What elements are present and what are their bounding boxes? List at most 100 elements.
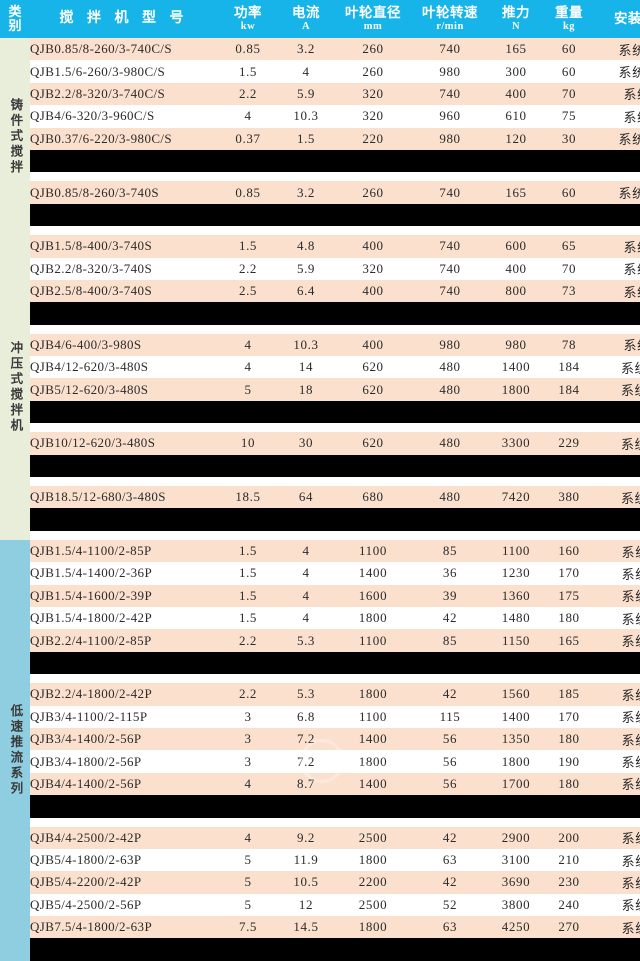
cell-weight: 60 bbox=[544, 60, 594, 83]
cell-system: 系统Ⅳ bbox=[594, 826, 640, 849]
redacted-cell-system bbox=[594, 302, 640, 325]
cell-thrust: 165 bbox=[488, 181, 544, 204]
redacted-cell-weight bbox=[544, 302, 594, 325]
table-body: 铸件式搅拌 QJB0.85/8-260/3-740C/S 0.85 3.2 260 740… bbox=[0, 38, 640, 961]
cell-thrust: 980 bbox=[488, 333, 544, 357]
cell-power: 2.2 bbox=[218, 257, 278, 280]
cell-current: 10.3 bbox=[278, 105, 334, 128]
header-col-thrust-unit: N bbox=[511, 21, 521, 33]
cell-power: 1.5 bbox=[218, 562, 278, 585]
cell-power: 1.5 bbox=[218, 539, 278, 563]
cell-weight: 65 bbox=[544, 235, 594, 258]
redacted-row bbox=[0, 795, 640, 818]
header-col-diameter: 叶轮直径 mm bbox=[334, 0, 412, 38]
cell-thrust: 1400 bbox=[488, 356, 544, 379]
cell-current: 7.2 bbox=[278, 727, 334, 751]
cell-current: 14.5 bbox=[278, 916, 334, 939]
cell-current: 6.8 bbox=[278, 705, 334, 728]
header-col-system: 安装系统 bbox=[594, 0, 640, 38]
cell-speed: 740 bbox=[412, 38, 488, 61]
table-spacer-cell bbox=[30, 674, 640, 684]
cell-speed: 960 bbox=[412, 105, 488, 128]
cell-power: 1.5 bbox=[218, 606, 278, 630]
category-label-2: 冲压式搅拌机 bbox=[0, 235, 30, 540]
redacted-cell-power bbox=[218, 508, 278, 531]
cell-diameter: 260 bbox=[334, 60, 412, 83]
cell-speed: 740 bbox=[412, 181, 488, 204]
cell-current: 5.9 bbox=[278, 257, 334, 280]
cell-system: 系统Ⅳ bbox=[594, 683, 640, 706]
cell-system: 系统II bbox=[594, 333, 640, 357]
redacted-cell-weight bbox=[544, 203, 594, 227]
cell-system: 系统II bbox=[594, 279, 640, 303]
redacted-cell-current bbox=[278, 795, 334, 818]
table-spacer-cell bbox=[30, 423, 640, 433]
redacted-cell-system bbox=[594, 508, 640, 531]
cell-current: 9.2 bbox=[278, 826, 334, 849]
cell-system: 系统III bbox=[594, 432, 640, 455]
cell-weight: 160 bbox=[544, 539, 594, 563]
redacted-cell-weight bbox=[544, 454, 594, 478]
cell-diameter: 1800 bbox=[334, 683, 412, 706]
cell-system: 系统Ⅰ/II bbox=[594, 60, 640, 83]
redacted-cell-speed bbox=[412, 400, 488, 424]
cell-current: 3.2 bbox=[278, 38, 334, 61]
cell-diameter: 1600 bbox=[334, 584, 412, 607]
cell-diameter: 2200 bbox=[334, 871, 412, 894]
cell-model: QJB2.2/4-1800/2-42P bbox=[30, 683, 218, 706]
cell-system: 系统Ⅰ/II bbox=[594, 127, 640, 150]
cell-system: 系统II bbox=[594, 105, 640, 128]
cell-current: 5.3 bbox=[278, 683, 334, 706]
cell-speed: 63 bbox=[412, 916, 488, 939]
redacted-cell-speed bbox=[412, 938, 488, 961]
cell-speed: 480 bbox=[412, 356, 488, 379]
cell-system: 系统Ⅳ bbox=[594, 848, 640, 872]
cell-current: 4 bbox=[278, 584, 334, 607]
cell-speed: 480 bbox=[412, 378, 488, 401]
redacted-cell-speed bbox=[412, 149, 488, 173]
cell-power: 3 bbox=[218, 750, 278, 773]
table-spacer-cell bbox=[30, 226, 640, 236]
cell-speed: 740 bbox=[412, 257, 488, 280]
cell-system: 系统Ⅳ bbox=[594, 629, 640, 652]
cell-power: 7.5 bbox=[218, 916, 278, 939]
cell-thrust: 1350 bbox=[488, 727, 544, 751]
cell-speed: 63 bbox=[412, 848, 488, 872]
cell-weight: 200 bbox=[544, 826, 594, 849]
redacted-cell-weight bbox=[544, 508, 594, 531]
table-row: QJB5/12-620/3-480S5186204801800184系统III bbox=[0, 378, 640, 401]
table-row: QJB7.5/4-1800/2-63P 7.5 14.5 1800 63 4250 270 系… bbox=[0, 916, 640, 939]
redacted-cell-diameter bbox=[334, 454, 412, 478]
redacted-cell-power bbox=[218, 651, 278, 675]
cell-speed: 115 bbox=[412, 705, 488, 728]
cell-thrust: 3100 bbox=[488, 848, 544, 872]
table-row: QJB0.85/8-260/3-740S 0.85 3.2 260 740 165 60 系统… bbox=[0, 181, 640, 204]
header-col-speed: 叶轮转速 r/min bbox=[412, 0, 488, 38]
cell-power: 3 bbox=[218, 727, 278, 751]
table-row: QJB18.5/12-680/3-480S 18.5 64 680 480 7420 380… bbox=[0, 486, 640, 509]
redacted-cell-speed bbox=[412, 302, 488, 325]
cell-power: 5 bbox=[218, 893, 278, 917]
redacted-row bbox=[0, 203, 640, 227]
cell-speed: 740 bbox=[412, 82, 488, 106]
table-spacer-row bbox=[0, 530, 640, 540]
cell-speed: 39 bbox=[412, 584, 488, 607]
cell-diameter: 1100 bbox=[334, 629, 412, 652]
redacted-cell-system bbox=[594, 651, 640, 675]
cell-system: 系统Ⅰ/II bbox=[594, 181, 640, 204]
cell-model: QJB0.85/8-260/3-740C/S bbox=[30, 38, 218, 61]
table-row: 冲压式搅拌机 QJB1.5/8-400/3-740S 1.5 4.8 400 740 600… bbox=[0, 235, 640, 540]
cell-model: QJB1.5/4-1600/2-39P bbox=[30, 584, 218, 607]
redacted-cell-weight bbox=[544, 938, 594, 961]
redacted-cell-weight bbox=[544, 149, 594, 173]
cell-power: 0.85 bbox=[218, 181, 278, 204]
header-col-weight: 重量 kg bbox=[544, 0, 594, 38]
cell-diameter: 260 bbox=[334, 38, 412, 61]
header-col-current-unit: A bbox=[301, 21, 311, 33]
redacted-cell-thrust bbox=[488, 795, 544, 818]
